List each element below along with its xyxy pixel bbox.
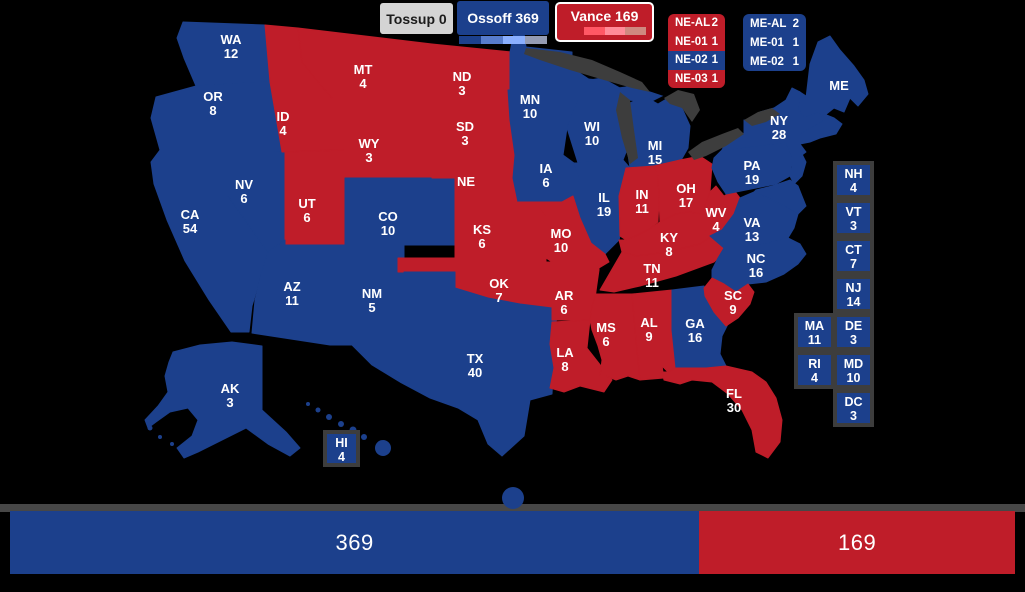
- dem-shade-swatch[interactable]: [525, 36, 547, 44]
- district-votes: 1: [792, 36, 799, 49]
- result-bar-dem-segment: 369: [10, 511, 700, 574]
- gop-candidate-label: Vance 169: [570, 7, 639, 24]
- state-ia[interactable]: [512, 154, 581, 203]
- district-panel-me: ME-AL 2 ME-01 1 ME-02 1: [743, 14, 806, 71]
- island[interactable]: [315, 407, 321, 413]
- dem-shade-swatch[interactable]: [503, 36, 525, 44]
- district-votes: 1: [711, 72, 718, 85]
- lake-michigan: [616, 92, 638, 164]
- state-nd[interactable]: [431, 43, 513, 91]
- district-votes: 2: [711, 17, 718, 30]
- state-nc[interactable]: [711, 237, 807, 293]
- district-votes: 1: [792, 55, 799, 68]
- state-wy[interactable]: [331, 107, 433, 179]
- island[interactable]: [170, 442, 174, 446]
- district-row-ne-03[interactable]: NE-03 1: [668, 70, 725, 89]
- district-label: ME-02: [750, 55, 784, 68]
- state-box-de[interactable]: [833, 313, 874, 351]
- island[interactable]: [306, 402, 310, 406]
- gop-shade-swatch[interactable]: [604, 27, 626, 35]
- district-label: NE-02: [675, 54, 708, 67]
- island[interactable]: [338, 421, 344, 427]
- district-panel-ne: NE-AL 2 NE-01 1 NE-02 1 NE-03 1: [668, 14, 725, 88]
- state-tx[interactable]: [351, 271, 559, 457]
- gop-shade-swatch[interactable]: [625, 27, 646, 35]
- state-ak[interactable]: [144, 341, 301, 459]
- result-bar: 369 169: [10, 511, 1015, 574]
- lake-superior: [524, 48, 650, 92]
- lake-huron: [664, 90, 700, 122]
- state-ms[interactable]: [589, 293, 641, 381]
- district-row-ne-al[interactable]: NE-AL 2: [668, 14, 725, 33]
- island[interactable]: [184, 450, 188, 454]
- state-box-ri[interactable]: [794, 351, 835, 389]
- district-votes: 1: [711, 54, 718, 67]
- lake-ontario: [744, 108, 780, 126]
- island[interactable]: [375, 440, 391, 456]
- gop-candidate-chip[interactable]: Vance 169: [555, 2, 654, 42]
- state-box-dc[interactable]: [833, 389, 874, 427]
- majority-marker-icon: [502, 487, 524, 509]
- state-or[interactable]: [150, 81, 283, 153]
- district-votes: 1: [711, 35, 718, 48]
- state-box-md[interactable]: [833, 351, 874, 389]
- island[interactable]: [326, 414, 332, 420]
- district-label: ME-AL: [750, 17, 787, 30]
- district-label: NE-AL: [675, 17, 711, 30]
- state-co[interactable]: [344, 177, 456, 246]
- state-me[interactable]: [805, 35, 869, 117]
- dem-shade-swatch[interactable]: [481, 36, 503, 44]
- district-row-ne-02[interactable]: NE-02 1: [668, 51, 725, 70]
- island[interactable]: [147, 425, 153, 431]
- island[interactable]: [361, 434, 367, 440]
- district-label: NE-03: [675, 72, 708, 85]
- island[interactable]: [158, 435, 162, 439]
- state-box-ma[interactable]: [794, 313, 835, 351]
- district-row-me-al[interactable]: ME-AL 2: [743, 14, 806, 33]
- state-wa[interactable]: [176, 21, 271, 87]
- state-box-ct[interactable]: [833, 237, 874, 275]
- state-fl[interactable]: [661, 365, 783, 459]
- district-label: NE-01: [675, 35, 708, 48]
- state-sc[interactable]: [703, 277, 755, 327]
- state-la[interactable]: [549, 319, 613, 393]
- state-al[interactable]: [631, 289, 677, 381]
- tossup-chip[interactable]: Tossup 0: [380, 3, 453, 34]
- dem-shade-swatch[interactable]: [459, 36, 481, 44]
- state-box-nj[interactable]: [833, 275, 874, 313]
- state-ny[interactable]: [721, 87, 825, 159]
- gop-shade-swatch[interactable]: [583, 27, 605, 35]
- state-ut[interactable]: [284, 149, 346, 246]
- district-label: ME-01: [750, 36, 784, 49]
- state-ks[interactable]: [454, 207, 547, 259]
- district-row-ne-01[interactable]: NE-01 1: [668, 33, 725, 52]
- state-box-vt[interactable]: [833, 199, 874, 237]
- state-nm[interactable]: [329, 244, 405, 346]
- state-sd[interactable]: [431, 89, 517, 143]
- district-votes: 2: [792, 17, 799, 30]
- state-box-nh[interactable]: [833, 161, 874, 199]
- result-bar-gop-segment: 169: [699, 511, 1015, 574]
- state-box-hi[interactable]: [323, 430, 360, 467]
- district-row-me-02[interactable]: ME-02 1: [743, 52, 806, 71]
- gop-margin-swatches[interactable]: [563, 27, 646, 35]
- dem-margin-swatches[interactable]: [459, 36, 547, 44]
- district-row-me-01[interactable]: ME-01 1: [743, 33, 806, 52]
- lake-erie: [688, 128, 744, 160]
- state-mo[interactable]: [517, 195, 610, 271]
- dem-candidate-chip[interactable]: Ossoff 369: [457, 1, 549, 35]
- gop-shade-swatch[interactable]: [563, 27, 584, 35]
